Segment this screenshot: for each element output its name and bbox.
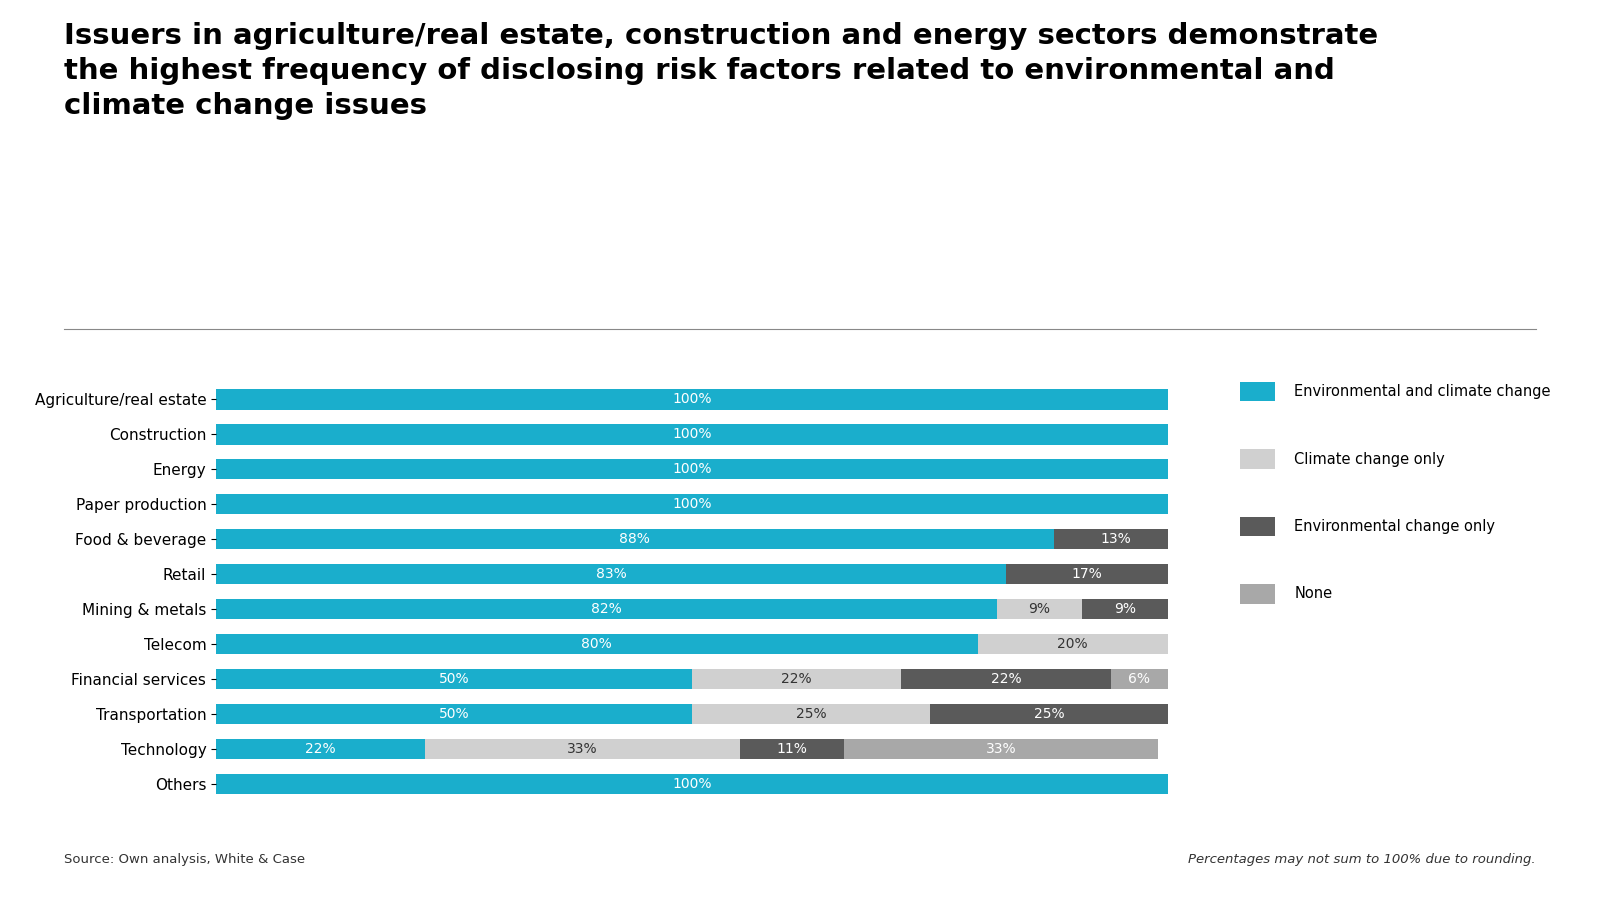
Text: 50%: 50% — [438, 707, 469, 721]
Text: Environmental and climate change: Environmental and climate change — [1294, 384, 1550, 399]
Bar — [739, 739, 845, 760]
Text: 9%: 9% — [1029, 602, 1051, 616]
Text: 17%: 17% — [1072, 567, 1102, 581]
Bar — [216, 599, 997, 619]
Bar — [216, 634, 978, 654]
Text: 25%: 25% — [1034, 707, 1064, 721]
Text: 9%: 9% — [1114, 602, 1136, 616]
Text: 100%: 100% — [672, 463, 712, 476]
Bar — [426, 739, 739, 760]
Text: 22%: 22% — [990, 672, 1021, 686]
Text: Percentages may not sum to 100% due to rounding.: Percentages may not sum to 100% due to r… — [1189, 853, 1536, 866]
Text: 33%: 33% — [986, 742, 1016, 756]
Bar — [930, 704, 1168, 725]
Bar — [216, 669, 691, 689]
Bar — [901, 669, 1110, 689]
Bar — [1082, 599, 1168, 619]
Text: Environmental change only: Environmental change only — [1294, 519, 1496, 534]
Text: 100%: 100% — [672, 392, 712, 407]
Text: 33%: 33% — [568, 742, 598, 756]
Bar — [216, 529, 1054, 549]
Bar — [216, 739, 426, 760]
Text: 100%: 100% — [672, 777, 712, 791]
Bar — [691, 704, 930, 725]
Text: 80%: 80% — [581, 637, 613, 652]
Text: 22%: 22% — [306, 742, 336, 756]
Bar — [978, 634, 1168, 654]
Text: 100%: 100% — [672, 498, 712, 511]
Text: 13%: 13% — [1101, 532, 1131, 546]
Text: Source: Own analysis, White & Case: Source: Own analysis, White & Case — [64, 853, 306, 866]
Text: 50%: 50% — [438, 672, 469, 686]
Bar — [216, 494, 1168, 515]
Bar — [1006, 564, 1168, 584]
Text: 83%: 83% — [595, 567, 627, 581]
Bar — [216, 774, 1168, 794]
Text: 20%: 20% — [1058, 637, 1088, 652]
Bar — [1110, 669, 1168, 689]
Bar — [216, 424, 1168, 445]
Text: 82%: 82% — [590, 602, 622, 616]
Text: 88%: 88% — [619, 532, 650, 546]
Text: 22%: 22% — [781, 672, 813, 686]
Bar — [1054, 529, 1178, 549]
Text: 100%: 100% — [672, 428, 712, 441]
Bar — [216, 389, 1168, 410]
Bar — [216, 704, 691, 725]
Text: 6%: 6% — [1128, 672, 1150, 686]
Text: None: None — [1294, 587, 1333, 601]
Bar — [691, 669, 901, 689]
Text: 11%: 11% — [776, 742, 808, 756]
Bar — [845, 739, 1158, 760]
Bar — [997, 599, 1082, 619]
Bar — [216, 459, 1168, 480]
Text: 25%: 25% — [795, 707, 826, 721]
Bar — [216, 564, 1006, 584]
Text: Issuers in agriculture/real estate, construction and energy sectors demonstrate
: Issuers in agriculture/real estate, cons… — [64, 22, 1378, 120]
Text: Climate change only: Climate change only — [1294, 452, 1445, 466]
